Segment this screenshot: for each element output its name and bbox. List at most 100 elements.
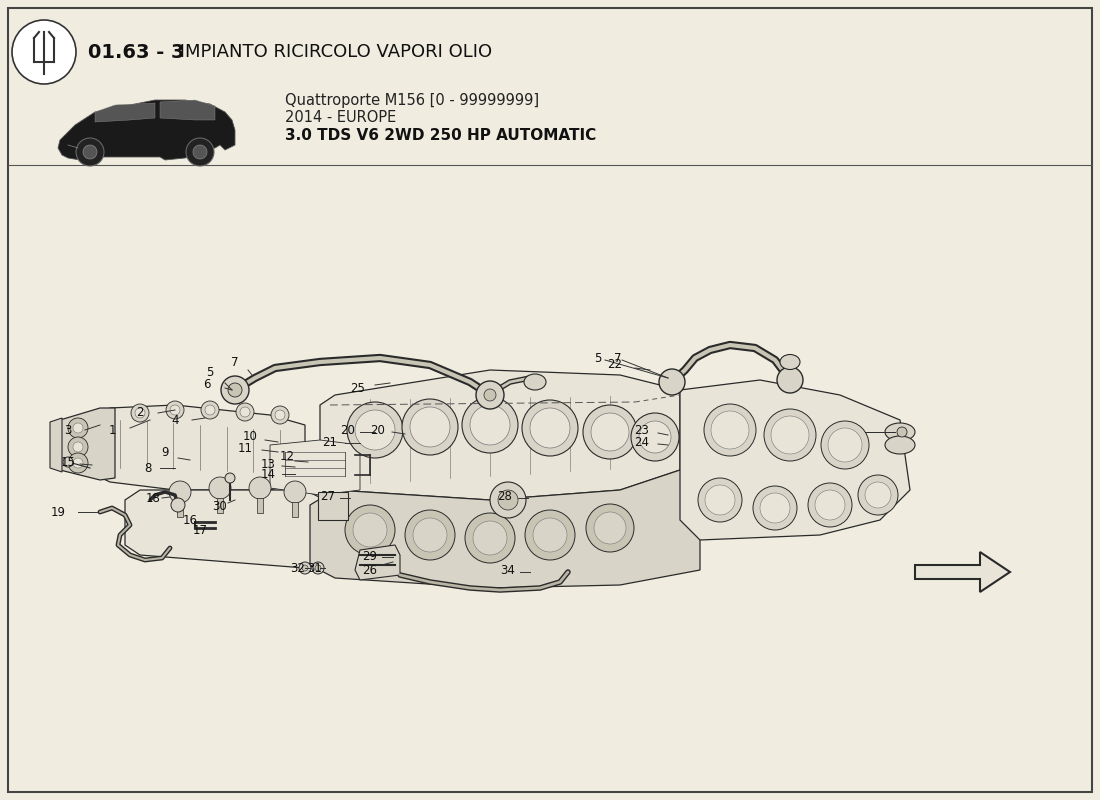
Text: 16: 16 <box>183 514 198 526</box>
Circle shape <box>345 505 395 555</box>
Text: 24: 24 <box>635 435 649 449</box>
Circle shape <box>275 410 285 420</box>
Circle shape <box>205 405 214 415</box>
Text: 22: 22 <box>607 358 623 371</box>
Bar <box>257 498 263 513</box>
Text: 20: 20 <box>371 423 385 437</box>
Text: 11: 11 <box>238 442 253 455</box>
Circle shape <box>73 423 82 433</box>
Circle shape <box>169 481 191 503</box>
Circle shape <box>704 404 756 456</box>
Circle shape <box>462 397 518 453</box>
Circle shape <box>166 401 184 419</box>
Text: 25: 25 <box>351 382 365 394</box>
Circle shape <box>68 418 88 438</box>
Circle shape <box>412 518 447 552</box>
Text: 4: 4 <box>172 414 178 426</box>
Circle shape <box>284 481 306 503</box>
Polygon shape <box>355 545 400 580</box>
Circle shape <box>192 145 207 159</box>
Circle shape <box>498 490 518 510</box>
Polygon shape <box>270 440 360 495</box>
Text: 26: 26 <box>363 563 377 577</box>
Circle shape <box>186 138 214 166</box>
Circle shape <box>355 410 395 450</box>
Circle shape <box>63 457 73 467</box>
Bar <box>292 502 298 517</box>
Ellipse shape <box>780 354 800 370</box>
Circle shape <box>858 475 898 515</box>
Circle shape <box>271 406 289 424</box>
Circle shape <box>865 482 891 508</box>
Polygon shape <box>310 470 700 588</box>
Circle shape <box>346 402 403 458</box>
Polygon shape <box>915 552 1010 592</box>
Circle shape <box>705 485 735 515</box>
Text: 17: 17 <box>192 523 208 537</box>
Text: 31: 31 <box>308 562 322 574</box>
Circle shape <box>525 510 575 560</box>
Circle shape <box>228 383 242 397</box>
Circle shape <box>631 413 679 461</box>
Text: 5: 5 <box>207 366 213 378</box>
Bar <box>177 502 183 517</box>
Circle shape <box>530 408 570 448</box>
Circle shape <box>315 565 321 571</box>
Text: 19: 19 <box>51 506 66 518</box>
Circle shape <box>473 521 507 555</box>
Text: 27: 27 <box>320 490 336 503</box>
Text: 2014 - EUROPE: 2014 - EUROPE <box>285 110 396 126</box>
Circle shape <box>476 381 504 409</box>
Circle shape <box>12 20 76 84</box>
Text: 3.0 TDS V6 2WD 250 HP AUTOMATIC: 3.0 TDS V6 2WD 250 HP AUTOMATIC <box>285 129 596 143</box>
Circle shape <box>131 404 149 422</box>
Polygon shape <box>160 100 215 120</box>
Circle shape <box>711 411 749 449</box>
Polygon shape <box>60 408 116 480</box>
Text: 13: 13 <box>261 458 275 470</box>
Circle shape <box>828 428 862 462</box>
Circle shape <box>534 518 566 552</box>
Circle shape <box>821 421 869 469</box>
Circle shape <box>583 405 637 459</box>
Circle shape <box>591 413 629 451</box>
Circle shape <box>240 407 250 417</box>
Text: 21: 21 <box>322 435 338 449</box>
Circle shape <box>76 138 104 166</box>
Circle shape <box>777 367 803 393</box>
Circle shape <box>490 482 526 518</box>
Text: 2: 2 <box>136 406 144 418</box>
Polygon shape <box>680 380 910 540</box>
Text: IMPIANTO RICIRCOLO VAPORI OLIO: IMPIANTO RICIRCOLO VAPORI OLIO <box>174 43 492 61</box>
Circle shape <box>170 405 180 415</box>
Text: 20: 20 <box>341 423 355 437</box>
Circle shape <box>170 498 185 512</box>
Circle shape <box>405 510 455 560</box>
Circle shape <box>771 416 808 454</box>
Polygon shape <box>125 490 324 568</box>
Circle shape <box>815 490 845 520</box>
Polygon shape <box>95 405 305 490</box>
Circle shape <box>209 477 231 499</box>
Circle shape <box>68 437 88 457</box>
Text: 12: 12 <box>279 450 295 463</box>
Circle shape <box>698 478 742 522</box>
Circle shape <box>586 504 634 552</box>
Text: 6: 6 <box>204 378 211 391</box>
Polygon shape <box>58 100 235 160</box>
Circle shape <box>82 145 97 159</box>
Circle shape <box>484 389 496 401</box>
Ellipse shape <box>886 423 915 441</box>
Circle shape <box>760 493 790 523</box>
Bar <box>318 492 348 520</box>
Circle shape <box>754 486 798 530</box>
Polygon shape <box>320 370 680 500</box>
Polygon shape <box>95 103 155 122</box>
Circle shape <box>764 409 816 461</box>
Text: 23: 23 <box>635 423 649 437</box>
Circle shape <box>410 407 450 447</box>
Text: 7: 7 <box>231 355 239 369</box>
Circle shape <box>201 401 219 419</box>
Circle shape <box>312 562 324 574</box>
Circle shape <box>221 376 249 404</box>
